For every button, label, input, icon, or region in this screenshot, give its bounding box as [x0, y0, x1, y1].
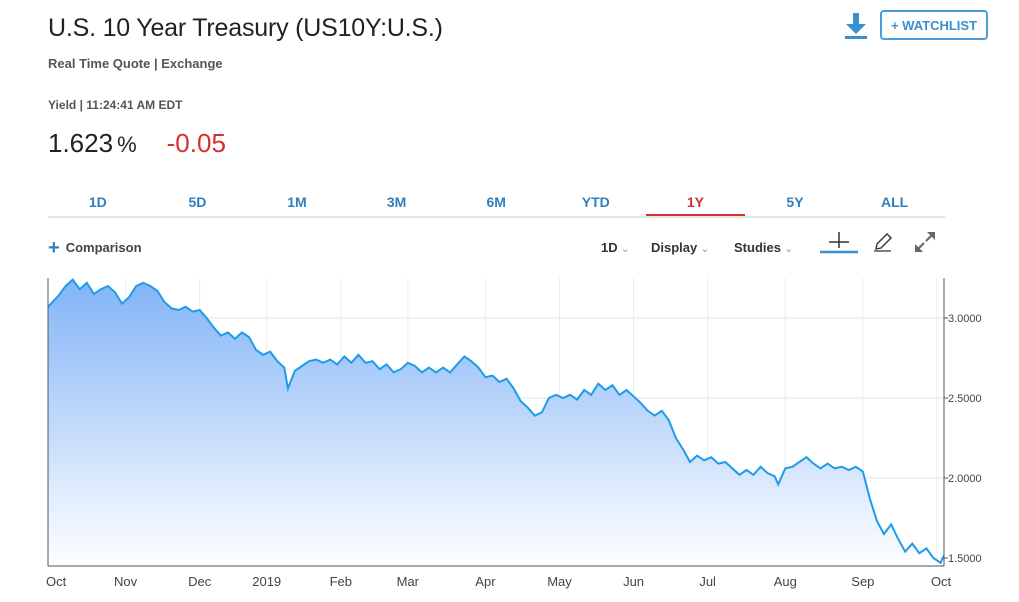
expand-icon[interactable] [913, 230, 937, 259]
tab-5y[interactable]: 5Y [786, 194, 804, 210]
page-title: U.S. 10 Year Treasury (US10Y:U.S.) [48, 14, 443, 42]
yield-timestamp: Yield | 11:24:41 AM EDT [48, 98, 183, 112]
price-unit: % [117, 132, 137, 157]
tab-1y[interactable]: 1Y [645, 190, 746, 216]
x-tick-label: May [547, 574, 572, 589]
tab-5d[interactable]: 5D [188, 194, 207, 210]
yield-line [48, 278, 944, 565]
time-range-tabs: 1D 5D 1M 3M 6M YTD 1Y 5Y ALL [48, 190, 945, 218]
y-tick-label: 1.5000 [948, 553, 982, 565]
x-tick-label: Mar [397, 574, 420, 589]
comparison-button[interactable]: + Comparison [48, 236, 142, 259]
quote-source: Real Time Quote | Exchange [48, 56, 223, 71]
y-tick-label: 3.0000 [948, 313, 982, 325]
interval-label: 1D [601, 240, 618, 255]
interval-dropdown[interactable]: 1D ⌄ [601, 240, 630, 255]
studies-dropdown[interactable]: Studies ⌄ [734, 240, 793, 255]
x-tick-label: Oct [46, 574, 67, 589]
x-tick-label: Dec [188, 574, 212, 589]
x-tick-label: Aug [774, 574, 797, 589]
x-tick-label: Oct [931, 574, 952, 589]
display-dropdown[interactable]: Display ⌄ [651, 240, 709, 255]
chevron-down-icon: ⌄ [620, 243, 630, 255]
display-label: Display [651, 240, 698, 255]
x-tick-label: Apr [475, 574, 496, 589]
tab-3m[interactable]: 3M [386, 194, 407, 210]
last-price: 1.623 [48, 128, 114, 158]
y-tick-label: 2.5000 [948, 393, 982, 405]
download-icon[interactable] [843, 11, 869, 41]
add-to-watchlist-button[interactable]: + WATCHLIST [880, 10, 988, 40]
x-tick-label: Sep [851, 574, 874, 589]
tab-1d[interactable]: 1D [88, 194, 107, 210]
yield-chart[interactable]: 3.0000 2.5000 2.0000 1.5000 Oct Nov Dec 2019 Fe… [0, 270, 1019, 602]
x-tick-label: Feb [330, 574, 352, 589]
tab-1m[interactable]: 1M [287, 194, 307, 210]
crosshair-icon[interactable] [820, 230, 858, 259]
tab-all[interactable]: ALL [880, 194, 909, 210]
x-tick-label: Nov [114, 574, 138, 589]
price-change: -0.05 [166, 128, 226, 158]
plus-icon: + [48, 236, 60, 259]
comparison-label: Comparison [65, 240, 142, 255]
price-row: 1.623 % -0.05 [48, 128, 226, 159]
yield-area [48, 279, 944, 566]
chevron-down-icon: ⌄ [783, 243, 794, 255]
studies-label: Studies [734, 240, 781, 255]
y-tick-label: 2.0000 [948, 473, 982, 485]
tab-6m[interactable]: 6M [486, 194, 506, 210]
chevron-down-icon: ⌄ [700, 243, 710, 255]
x-tick-label: Jun [623, 574, 644, 589]
pencil-icon[interactable] [871, 230, 895, 259]
tab-ytd[interactable]: YTD [581, 194, 610, 210]
x-tick-label: 2019 [252, 574, 281, 589]
x-tick-label: Jul [699, 574, 716, 589]
